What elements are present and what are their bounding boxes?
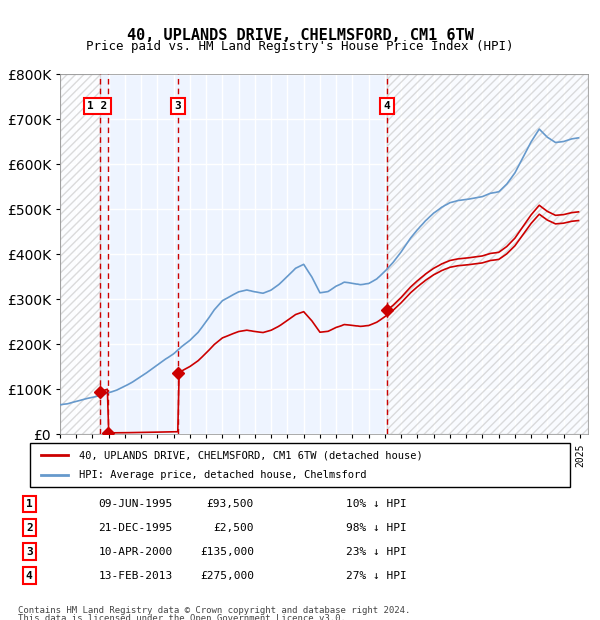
Text: 3: 3: [26, 547, 32, 557]
Text: 40, UPLANDS DRIVE, CHELMSFORD, CM1 6TW (detached house): 40, UPLANDS DRIVE, CHELMSFORD, CM1 6TW (…: [79, 451, 422, 461]
Text: £135,000: £135,000: [200, 547, 254, 557]
Text: This data is licensed under the Open Government Licence v3.0.: This data is licensed under the Open Gov…: [18, 614, 346, 620]
Text: 98% ↓ HPI: 98% ↓ HPI: [346, 523, 407, 533]
Text: 27% ↓ HPI: 27% ↓ HPI: [346, 570, 407, 580]
Text: 4: 4: [26, 570, 32, 580]
Bar: [60, 74, 100, 434]
Text: 10-APR-2000: 10-APR-2000: [98, 547, 173, 557]
Text: £93,500: £93,500: [206, 499, 254, 509]
Text: 23% ↓ HPI: 23% ↓ HPI: [346, 547, 407, 557]
Text: £2,500: £2,500: [214, 523, 254, 533]
Text: 13-FEB-2013: 13-FEB-2013: [98, 570, 173, 580]
FancyBboxPatch shape: [30, 443, 570, 487]
Text: Price paid vs. HM Land Registry's House Price Index (HPI): Price paid vs. HM Land Registry's House …: [86, 40, 514, 53]
Text: 21-DEC-1995: 21-DEC-1995: [98, 523, 173, 533]
Text: 3: 3: [175, 101, 181, 111]
Bar: [60, 74, 100, 434]
Text: 09-JUN-1995: 09-JUN-1995: [98, 499, 173, 509]
Text: 4: 4: [383, 101, 390, 111]
Text: 1 2: 1 2: [87, 101, 107, 111]
Text: 1: 1: [26, 499, 32, 509]
Text: £275,000: £275,000: [200, 570, 254, 580]
Text: 2: 2: [26, 523, 32, 533]
Text: 10% ↓ HPI: 10% ↓ HPI: [346, 499, 407, 509]
Text: HPI: Average price, detached house, Chelmsford: HPI: Average price, detached house, Chel…: [79, 469, 366, 479]
Text: 40, UPLANDS DRIVE, CHELMSFORD, CM1 6TW: 40, UPLANDS DRIVE, CHELMSFORD, CM1 6TW: [127, 28, 473, 43]
Bar: [387, 74, 588, 434]
Text: Contains HM Land Registry data © Crown copyright and database right 2024.: Contains HM Land Registry data © Crown c…: [18, 606, 410, 616]
